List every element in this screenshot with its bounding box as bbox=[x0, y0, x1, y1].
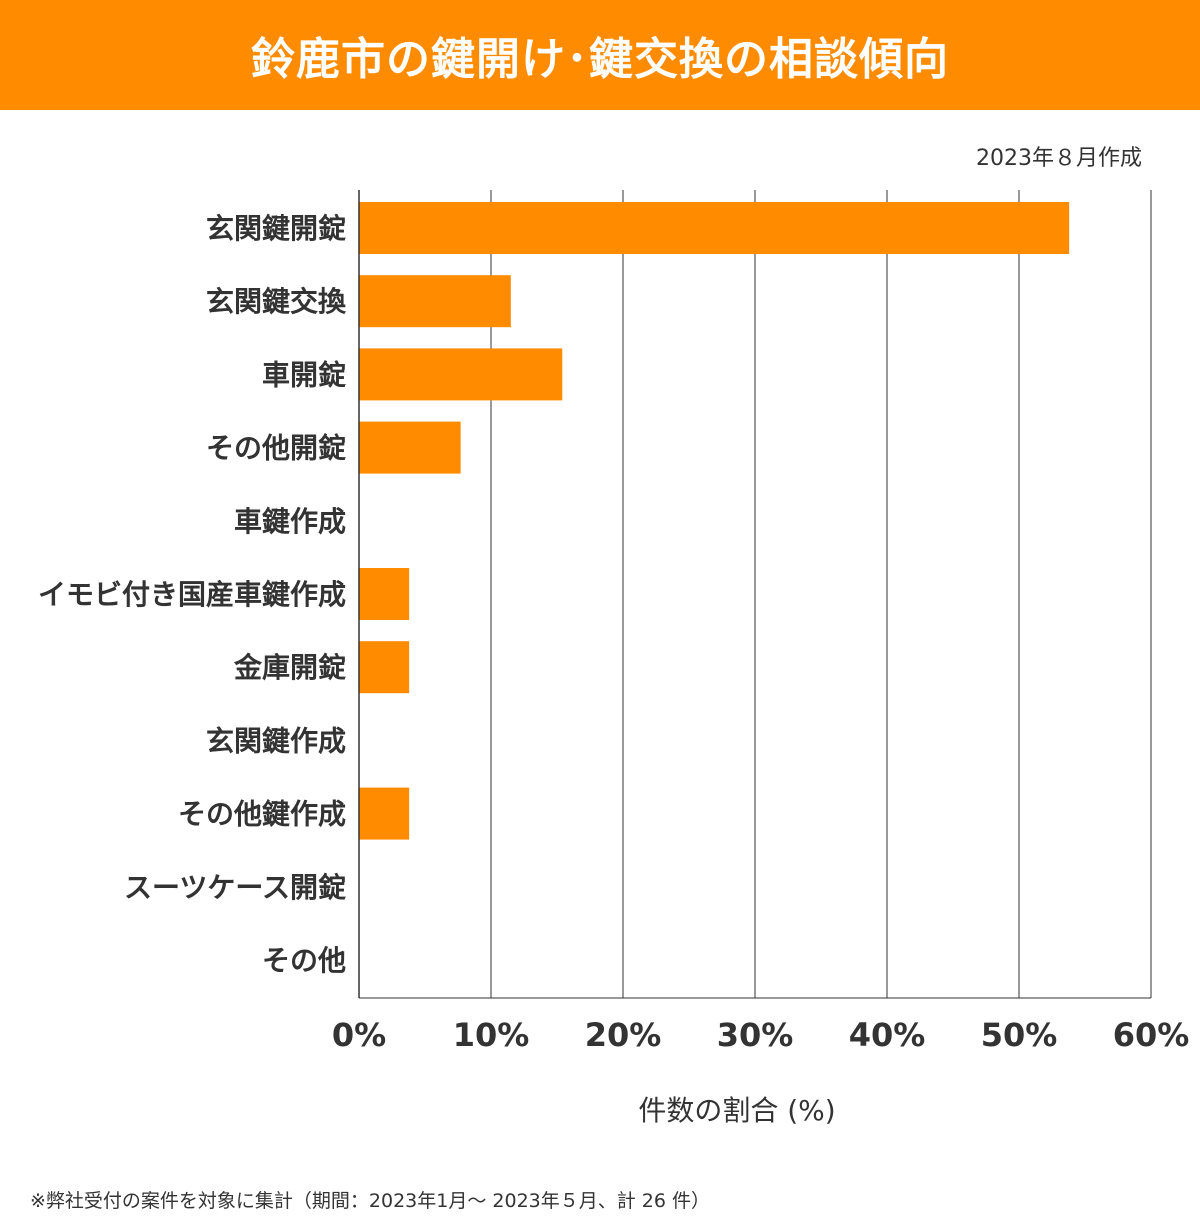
title-banner: 鈴鹿市の鍵開け･鍵交換の相談傾向 bbox=[0, 0, 1200, 110]
category-label-3: その他開錠 bbox=[206, 432, 346, 465]
x-tick-label-0: 0% bbox=[332, 1016, 386, 1054]
bar-3 bbox=[359, 421, 461, 474]
bar-5 bbox=[359, 568, 410, 620]
x-tick-label-1: 10% bbox=[453, 1016, 530, 1054]
category-label-9: スーツケース開錠 bbox=[124, 871, 346, 904]
x-tick-label-3: 30% bbox=[717, 1016, 794, 1054]
bar-1 bbox=[359, 275, 511, 328]
category-label-6: 金庫開錠 bbox=[233, 651, 346, 684]
category-label-1: 玄関鍵交換 bbox=[206, 285, 347, 318]
x-tick-label-5: 50% bbox=[981, 1016, 1058, 1054]
category-label-10: その他 bbox=[262, 944, 346, 977]
category-label-8: その他鍵作成 bbox=[178, 798, 346, 831]
bar-2 bbox=[359, 348, 563, 401]
category-label-5: イモビ付き国産車鍵作成 bbox=[38, 578, 346, 611]
x-tick-label-4: 40% bbox=[849, 1016, 926, 1054]
category-label-2: 車開錠 bbox=[262, 358, 346, 391]
x-axis-title: 件数の割合 (%) bbox=[638, 1094, 835, 1127]
bar-6 bbox=[359, 641, 410, 694]
chart-title: 鈴鹿市の鍵開け･鍵交換の相談傾向 bbox=[251, 34, 949, 85]
bar-0 bbox=[359, 202, 1070, 254]
category-label-7: 玄関鍵作成 bbox=[206, 724, 346, 757]
footnote: ※弊社受付の案件を対象に集計（期間：2023年1月～ 2023年５月、計 26 … bbox=[30, 1190, 711, 1212]
creation-date: 2023年８月作成 bbox=[976, 146, 1142, 171]
category-label-4: 車鍵作成 bbox=[234, 505, 346, 538]
x-tick-label-6: 60% bbox=[1113, 1016, 1190, 1054]
category-label-0: 玄関鍵開錠 bbox=[206, 212, 346, 245]
bar-8 bbox=[359, 787, 410, 840]
x-tick-label-2: 20% bbox=[585, 1016, 662, 1054]
